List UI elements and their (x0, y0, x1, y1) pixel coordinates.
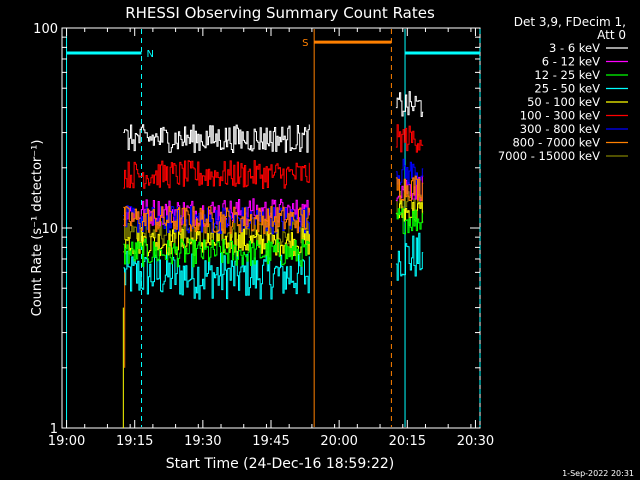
x-tick-label: 20:00 (320, 434, 357, 449)
y-tick-label: 100 (33, 22, 58, 37)
series-trace (395, 200, 424, 226)
series-trace (123, 124, 310, 153)
x-tick-label: 20:15 (389, 434, 426, 449)
annotation-label: S (302, 38, 308, 49)
annotation-bars: NS (66, 38, 480, 60)
chart-title: RHESSI Observing Summary Count Rates (125, 4, 435, 22)
annotation-label: N (147, 49, 154, 60)
x-tick-label: 19:00 (48, 434, 85, 449)
series-trace (123, 250, 310, 300)
legend-item-label: 12 - 25 keV (534, 68, 600, 82)
x-tick-label: 19:15 (116, 434, 153, 449)
series-trace (123, 160, 310, 189)
legend-header-line2: Att 0 (597, 28, 626, 42)
footer-date: 1-Sep-2022 20:31 (562, 469, 634, 478)
x-axis-label: Start Time (24-Dec-16 18:59:22) (166, 456, 394, 472)
series-trace (395, 124, 424, 153)
series-traces (122, 91, 424, 428)
legend-item-label: 800 - 7000 keV (512, 136, 600, 150)
series-trace (123, 238, 310, 268)
series-trace (395, 232, 424, 281)
series-trace (395, 175, 424, 202)
y-tick-label: 1 (50, 422, 58, 437)
series-trace (395, 91, 424, 117)
legend-header-line1: Det 3,9, FDecim 1, (514, 15, 626, 29)
x-tick-label: 20:30 (457, 434, 494, 449)
legend-item-label: 3 - 6 keV (549, 41, 600, 55)
series-trace (395, 208, 424, 235)
y-tick-label: 10 (41, 222, 58, 237)
legend-item-label: 25 - 50 keV (534, 82, 600, 96)
x-tick-label: 19:30 (184, 434, 221, 449)
legend-item-label: 50 - 100 keV (527, 95, 600, 109)
series-trace (123, 206, 310, 235)
legend-item-label: 300 - 800 keV (520, 122, 600, 136)
legend-item-label: 100 - 300 keV (520, 109, 600, 123)
y-axis-label: Count Rate (s⁻¹ detector⁻¹) (30, 140, 45, 317)
legend-item-label: 7000 - 15000 keV (498, 149, 600, 163)
x-axis-ticks: 19:00 19:15 19:30 19:45 20:00 20:15 20:30 (48, 28, 494, 449)
y-axis-ticks: 1 10 100 (33, 22, 480, 437)
legend-item-label: 6 - 12 keV (542, 55, 600, 69)
x-tick-label: 19:45 (252, 434, 289, 449)
